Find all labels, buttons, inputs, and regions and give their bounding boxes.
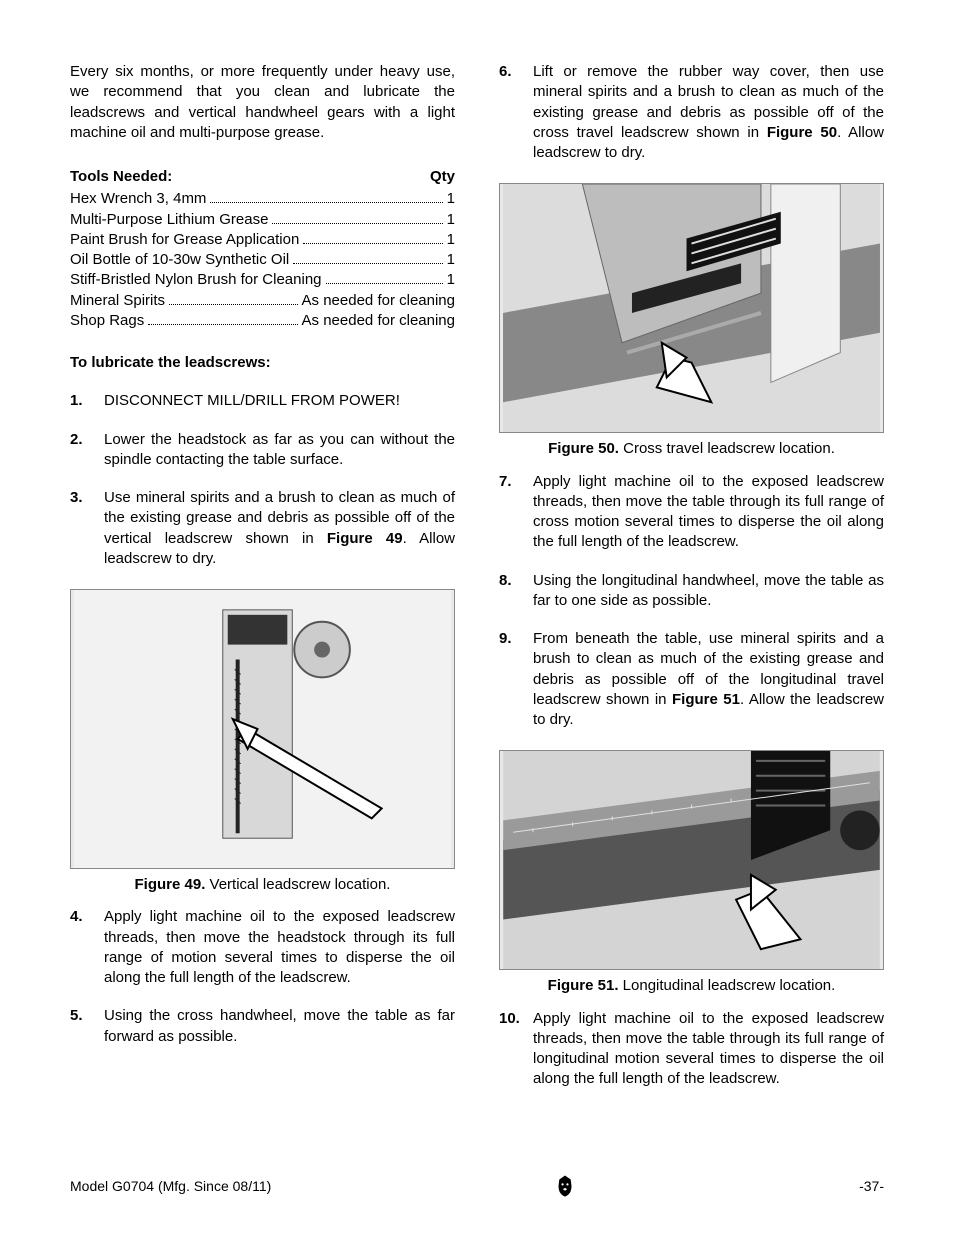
figure-50: Figure 50. Cross travel leadscrew locati…	[499, 183, 884, 459]
leader-dots	[210, 202, 442, 203]
steps-list-left-2: 4.Apply light machine oil to the exposed…	[70, 907, 455, 1047]
step-number: 1.	[70, 391, 104, 411]
step-item: 1.DISCONNECT MILL/DRILL FROM POWER!	[70, 391, 455, 411]
tool-row: Multi-Purpose Lithium Grease 1	[70, 210, 455, 230]
page-footer: Model G0704 (Mfg. Since 08/11) -37-	[70, 1173, 884, 1199]
tool-qty: 1	[447, 210, 455, 230]
tool-row: Mineral Spirits As needed for cleaning	[70, 291, 455, 311]
leader-dots	[326, 283, 443, 284]
figure-reference: Figure 51	[672, 691, 740, 708]
tools-qty-label: Qty	[430, 167, 455, 187]
steps-list-left-1: 1.DISCONNECT MILL/DRILL FROM POWER! 2.Lo…	[70, 391, 455, 569]
figure-49-caption: Figure 49. Vertical leadscrew location.	[70, 875, 455, 895]
tool-row: Oil Bottle of 10-30w Synthetic Oil 1	[70, 250, 455, 270]
figure-reference: Figure 49	[327, 530, 403, 547]
step-number: 9.	[499, 629, 533, 730]
tool-name: Oil Bottle of 10-30w Synthetic Oil	[70, 250, 289, 270]
figure-51: Figure 51. Longitudinal leadscrew locati…	[499, 750, 884, 996]
figure-51-image	[499, 750, 884, 970]
steps-list-right-1: 6.Lift or remove the rubber way cover, t…	[499, 62, 884, 163]
step-item: 8.Using the longitudinal handwheel, move…	[499, 571, 884, 612]
step-number: 5.	[70, 1006, 104, 1047]
tool-name: Hex Wrench 3, 4mm	[70, 189, 206, 209]
tool-qty: 1	[447, 250, 455, 270]
leader-dots	[169, 304, 298, 305]
tool-row: Stiff-Bristled Nylon Brush for Cleaning 1	[70, 270, 455, 290]
tool-name: Shop Rags	[70, 311, 144, 331]
tool-qty: 1	[447, 270, 455, 290]
figure-50-image	[499, 183, 884, 433]
leader-dots	[293, 263, 442, 264]
step-number: 2.	[70, 430, 104, 471]
step-body: Using the cross handwheel, move the tabl…	[104, 1006, 455, 1047]
step-item: 9.From beneath the table, use mineral sp…	[499, 629, 884, 730]
step-number: 8.	[499, 571, 533, 612]
tool-qty: 1	[447, 189, 455, 209]
step-body: From beneath the table, use mineral spir…	[533, 629, 884, 730]
footer-model: Model G0704 (Mfg. Since 08/11)	[70, 1177, 271, 1196]
step-number: 10.	[499, 1009, 533, 1090]
procedure-title: To lubricate the leadscrews:	[70, 353, 455, 373]
steps-list-right-3: 10.Apply light machine oil to the expose…	[499, 1009, 884, 1090]
tool-row: Shop Rags As needed for cleaning	[70, 311, 455, 331]
tool-name: Multi-Purpose Lithium Grease	[70, 210, 268, 230]
step-number: 6.	[499, 62, 533, 163]
tool-name: Stiff-Bristled Nylon Brush for Cleaning	[70, 270, 322, 290]
step-body: Using the longitudinal handwheel, move t…	[533, 571, 884, 612]
step-number: 7.	[499, 472, 533, 553]
grizzly-logo-icon	[552, 1173, 578, 1199]
footer-page-number: -37-	[859, 1177, 884, 1196]
step-body: Apply light machine oil to the exposed l…	[533, 472, 884, 553]
step-item: 3.Use mineral spirits and a brush to cle…	[70, 488, 455, 569]
tool-name: Mineral Spirits	[70, 291, 165, 311]
step-item: 6.Lift or remove the rubber way cover, t…	[499, 62, 884, 163]
tools-label: Tools Needed:	[70, 167, 172, 187]
tool-name: Paint Brush for Grease Application	[70, 230, 299, 250]
step-body: Apply light machine oil to the exposed l…	[533, 1009, 884, 1090]
step-number: 3.	[70, 488, 104, 569]
figure-reference: Figure 50	[767, 124, 837, 141]
step-number: 4.	[70, 907, 104, 988]
step-body: Lift or remove the rubber way cover, the…	[533, 62, 884, 163]
figure-51-caption: Figure 51. Longitudinal leadscrew locati…	[499, 976, 884, 996]
step-item: 2.Lower the headstock as far as you can …	[70, 430, 455, 471]
step-item: 4.Apply light machine oil to the exposed…	[70, 907, 455, 988]
step-body: DISCONNECT MILL/DRILL FROM POWER!	[104, 391, 455, 411]
step-item: 7.Apply light machine oil to the exposed…	[499, 472, 884, 553]
step-body: Lower the headstock as far as you can wi…	[104, 430, 455, 471]
step-item: 5.Using the cross handwheel, move the ta…	[70, 1006, 455, 1047]
figure-49: Figure 49. Vertical leadscrew location.	[70, 589, 455, 895]
tool-row: Paint Brush for Grease Application 1	[70, 230, 455, 250]
leader-dots	[148, 324, 297, 325]
tool-qty: As needed for cleaning	[302, 291, 455, 311]
right-column: 6.Lift or remove the rubber way cover, t…	[499, 62, 884, 1108]
figure-50-caption: Figure 50. Cross travel leadscrew locati…	[499, 439, 884, 459]
step-body: Apply light machine oil to the exposed l…	[104, 907, 455, 988]
tools-header: Tools Needed: Qty	[70, 167, 455, 187]
tool-qty: As needed for cleaning	[302, 311, 455, 331]
figure-49-image	[70, 589, 455, 869]
tools-list: Hex Wrench 3, 4mm 1 Multi-Purpose Lithium…	[70, 189, 455, 331]
leader-dots	[272, 223, 442, 224]
two-column-layout: Every six months, or more frequently und…	[70, 62, 884, 1108]
step-body: Use mineral spirits and a brush to clean…	[104, 488, 455, 569]
leader-dots	[303, 243, 442, 244]
tool-qty: 1	[447, 230, 455, 250]
intro-paragraph: Every six months, or more frequently und…	[70, 62, 455, 143]
tool-row: Hex Wrench 3, 4mm 1	[70, 189, 455, 209]
left-column: Every six months, or more frequently und…	[70, 62, 455, 1108]
steps-list-right-2: 7.Apply light machine oil to the exposed…	[499, 472, 884, 731]
step-item: 10.Apply light machine oil to the expose…	[499, 1009, 884, 1090]
